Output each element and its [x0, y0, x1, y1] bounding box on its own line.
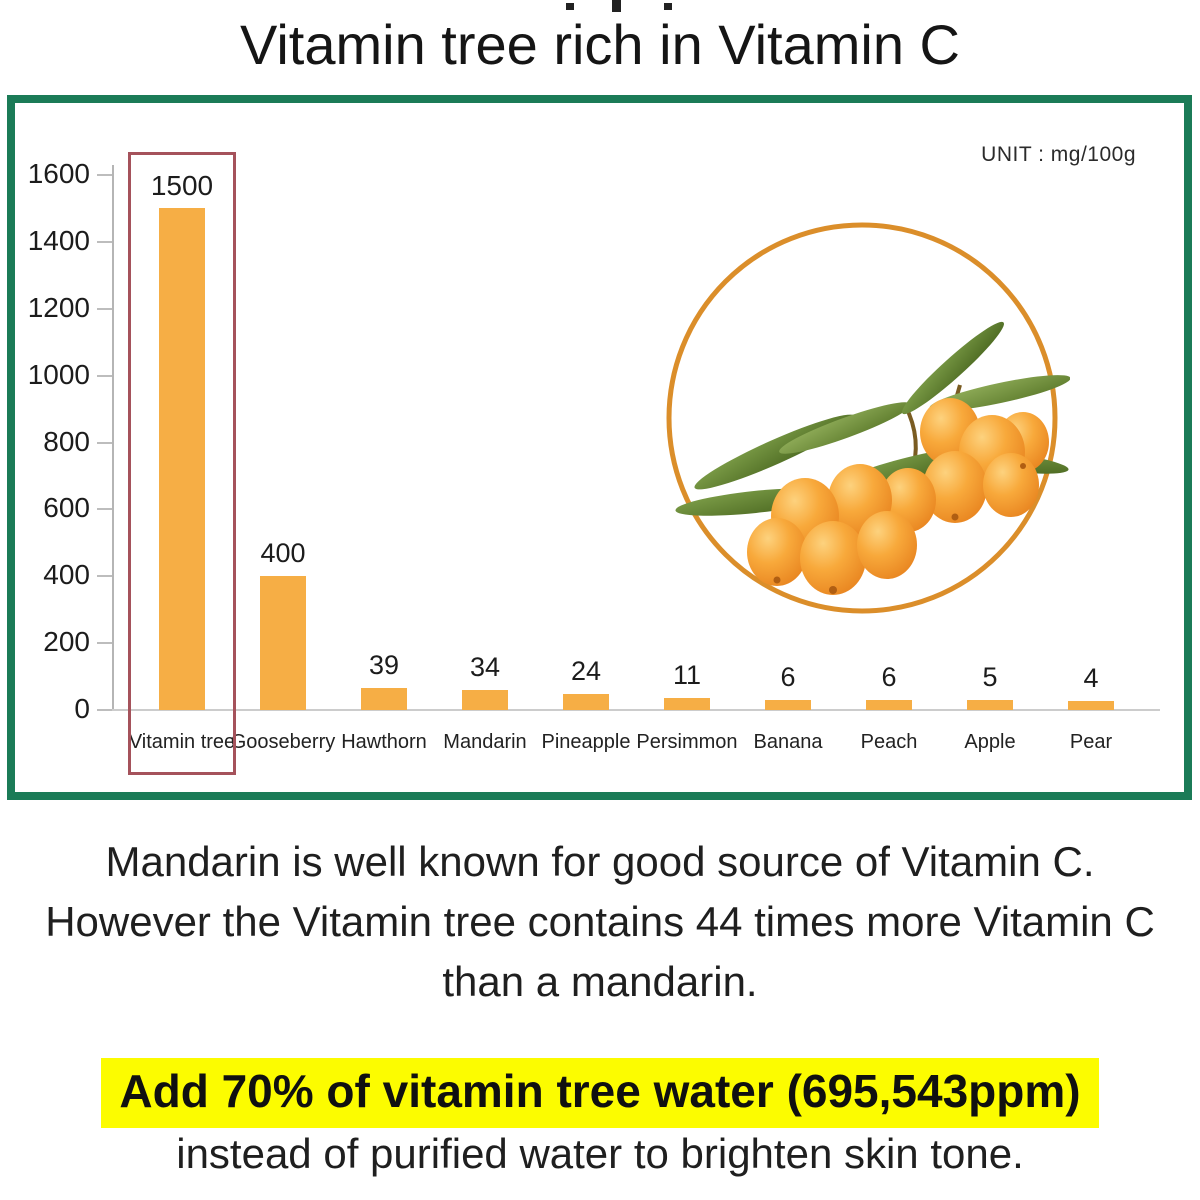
- bar-value-apple: 5: [982, 662, 998, 693]
- x-axis-label-gooseberry: Gooseberry: [230, 731, 336, 753]
- x-axis-label-apple: Apple: [964, 731, 1016, 753]
- y-tick-800: [97, 441, 112, 444]
- x-axis-line: [112, 709, 1160, 711]
- bar-value-vitamin-tree: 1500: [150, 170, 214, 202]
- x-axis-label-vitamin-tree: Vitamin tree: [128, 731, 236, 753]
- footer-highlight-row: Add 70% of vitamin tree water (695,543pp…: [0, 1058, 1200, 1128]
- bar-banana: [765, 699, 811, 710]
- bar-mandarin: [462, 690, 508, 710]
- y-axis-label-600: 600: [43, 492, 90, 524]
- y-axis-label-400: 400: [43, 559, 90, 591]
- unit-label: UNIT : mg/100g: [981, 143, 1136, 166]
- y-axis-line: [112, 165, 114, 710]
- y-tick-1600: [97, 174, 112, 176]
- bar-peach: [866, 699, 912, 710]
- bar-value-pineapple: 24: [570, 655, 602, 686]
- bar-chart: 0 200 400 600 800 1000 1200 1400 1600 1500 Vitamin…: [15, 103, 1184, 792]
- y-tick-1400: [97, 240, 112, 243]
- y-axis-label-1400: 1400: [27, 224, 90, 256]
- y-axis-label-1000: 1000: [27, 358, 90, 390]
- cropped-text-artifact: [612, 0, 621, 12]
- x-axis-label-mandarin: Mandarin: [443, 731, 527, 753]
- bar-value-gooseberry: 400: [260, 538, 306, 569]
- y-tick-1000: [97, 374, 112, 377]
- description-paragraph: Mandarin is well known for good source o…: [0, 832, 1200, 1012]
- y-axis-label-1600: 1600: [27, 158, 90, 189]
- bar-value-hawthorn: 39: [368, 650, 400, 681]
- footer-line-2: instead of purified water to brighten sk…: [176, 1130, 1024, 1177]
- description-line-3: than a mandarin.: [442, 958, 758, 1005]
- y-tick-200: [97, 642, 112, 645]
- bar-value-peach: 6: [881, 661, 897, 692]
- highlighted-claim: Add 70% of vitamin tree water (695,543pp…: [101, 1058, 1099, 1128]
- cropped-text-artifact: [566, 3, 574, 10]
- x-axis-label-pear: Pear: [1069, 731, 1113, 753]
- berry-cluster: [747, 398, 1049, 595]
- bar-vitamin-tree: [159, 208, 205, 710]
- x-axis-label-peach: Peach: [860, 731, 918, 753]
- bar-persimmon: [664, 698, 710, 710]
- bar-hawthorn: [361, 688, 407, 710]
- chart-panel: UNIT : mg/100g 0 200 400 600 800 1000 1200 1400…: [7, 95, 1192, 800]
- x-axis-label-banana: Banana: [753, 731, 823, 753]
- bar-pineapple: [563, 693, 609, 710]
- x-axis-label-hawthorn: Hawthorn: [341, 731, 427, 753]
- circle-frame: [666, 222, 1058, 614]
- bar-value-banana: 6: [780, 661, 796, 692]
- y-axis-label-800: 800: [43, 425, 90, 457]
- x-axis-label-persimmon: Persimmon: [636, 731, 738, 753]
- y-axis-label-1200: 1200: [27, 291, 90, 323]
- page-title: Vitamin tree rich in Vitamin C: [240, 13, 960, 76]
- y-axis-label-200: 200: [43, 626, 90, 658]
- y-axis-label-0: 0: [74, 693, 90, 724]
- y-tick-1200: [97, 307, 112, 310]
- sea-buckthorn-illustration: [666, 222, 1070, 614]
- cropped-text-artifact: [664, 3, 672, 10]
- description-line-2: However the Vitamin tree contains 44 tim…: [45, 898, 1155, 945]
- description-line-1: Mandarin is well known for good source o…: [105, 838, 1095, 885]
- bar-gooseberry: [260, 576, 306, 710]
- bar-value-mandarin: 34: [469, 652, 501, 683]
- y-tick-600: [97, 508, 112, 511]
- bar-pear: [1068, 700, 1114, 710]
- y-tick-400: [97, 575, 112, 578]
- y-tick-0: [97, 709, 112, 711]
- bar-value-pear: 4: [1083, 662, 1099, 693]
- bar-apple: [967, 700, 1013, 710]
- leaf-cluster: [675, 321, 1070, 516]
- x-axis-label-pineapple: Pineapple: [541, 731, 631, 753]
- bar-value-persimmon: 11: [672, 660, 702, 691]
